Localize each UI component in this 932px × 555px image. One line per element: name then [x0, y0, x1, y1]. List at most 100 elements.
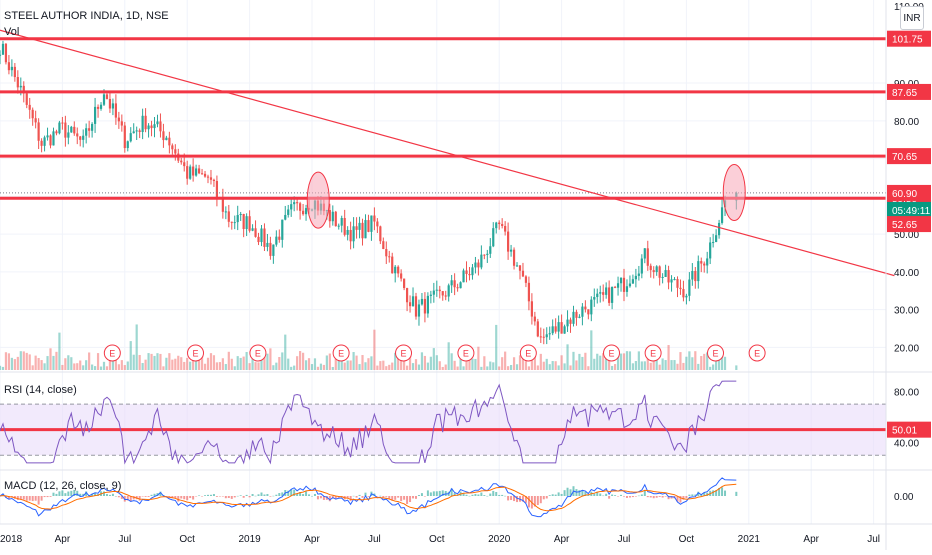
- volume-bar: [328, 353, 331, 370]
- candle-body: [96, 106, 100, 109]
- earnings-marker: [519, 344, 537, 362]
- macd-hist-bar: [551, 494, 554, 496]
- volume-bar: [135, 324, 138, 370]
- volume-bar: [688, 351, 691, 370]
- candle-body: [611, 286, 614, 303]
- volume-bar: [281, 352, 284, 370]
- volume-bar: [566, 344, 569, 370]
- macd-hist-bar: [474, 493, 477, 496]
- volume-bar: [52, 355, 55, 370]
- volume-bar: [325, 355, 328, 370]
- candle-body: [459, 282, 462, 289]
- volume-bars: [0, 324, 738, 370]
- volume-bar: [266, 353, 269, 370]
- candle-body: [643, 248, 646, 259]
- volume-bar: [278, 357, 281, 370]
- volume-bar: [397, 355, 400, 370]
- candle-body: [569, 319, 572, 324]
- volume-bar: [46, 356, 49, 370]
- time-tick-label: Apr: [304, 534, 320, 545]
- candle-body: [477, 262, 480, 268]
- volume-bar: [108, 354, 112, 370]
- volume-bar: [177, 355, 180, 370]
- candle-body: [682, 289, 685, 298]
- macd-hist-bar: [435, 491, 438, 496]
- volume-bar: [572, 351, 575, 370]
- volume-bar: [117, 364, 120, 370]
- earnings-marker-label: E: [754, 349, 760, 359]
- candle-body: [489, 246, 492, 254]
- candle-body: [596, 293, 599, 298]
- macd-hist-bar: [287, 490, 290, 496]
- candle-body: [230, 221, 233, 223]
- macd-hist-bar: [539, 496, 542, 504]
- volume-bar: [584, 352, 587, 370]
- volume-bar: [495, 324, 498, 370]
- volume-bar: [394, 352, 397, 370]
- macd-title: MACD (12, 26, close, 9): [4, 480, 122, 492]
- candle-body: [91, 123, 94, 131]
- candle-body: [153, 124, 156, 129]
- time-tick-label: Jul: [118, 534, 131, 545]
- price-candles: [0, 40, 738, 345]
- volume-bar: [720, 352, 724, 370]
- macd-hist-bar: [548, 495, 551, 496]
- macd-hist-bar: [593, 493, 596, 496]
- earnings-marker-label: E: [338, 349, 344, 359]
- candle-body: [411, 296, 415, 307]
- candle-body: [480, 254, 483, 268]
- macd-hist-bar: [712, 490, 715, 496]
- highlight-ellipse: [306, 171, 330, 229]
- candle-body: [102, 94, 106, 105]
- trendline-group: [0, 29, 895, 277]
- volume-bar: [290, 366, 293, 370]
- volume-bar: [590, 330, 593, 370]
- volume-bar: [471, 358, 474, 370]
- volume-bar: [634, 361, 637, 370]
- macd-hist-bar: [296, 493, 299, 496]
- earnings-marker: [457, 344, 475, 362]
- candle-body: [73, 126, 76, 134]
- macd-hist-bar: [533, 496, 536, 507]
- macd-hist-bar: [400, 496, 403, 502]
- macd-hist-bar: [682, 496, 685, 500]
- candle-body: [551, 326, 554, 334]
- volume-bar: [296, 356, 299, 370]
- macd-hist-bar: [141, 496, 144, 497]
- macd-hist-bar: [527, 496, 530, 508]
- macd-hist-bar: [58, 491, 61, 496]
- level-label: 70.65: [892, 152, 917, 163]
- candle-body: [563, 326, 566, 334]
- earnings-marker: [707, 344, 725, 362]
- candle-body: [471, 267, 474, 276]
- macd-hist-bar: [385, 496, 388, 497]
- volume-bar: [132, 354, 135, 370]
- volume-bar: [88, 352, 91, 370]
- volume-bar: [355, 355, 358, 370]
- macd-hist-bar: [322, 496, 325, 500]
- macd-hist-bar: [28, 496, 31, 501]
- volume-bar: [411, 363, 415, 370]
- candle-body: [111, 103, 115, 109]
- macd-hist-bar: [498, 494, 501, 496]
- candle-body: [715, 235, 718, 243]
- volume-bar: [498, 366, 501, 370]
- price-axis-labels: 101.7587.6570.6559.5050.0160.9005:49:115…: [887, 30, 931, 438]
- macd-hist-bar: [462, 493, 465, 496]
- candle-body: [260, 228, 263, 243]
- candle-body: [7, 62, 11, 71]
- candle-body: [385, 249, 388, 257]
- volume-bar: [551, 361, 554, 370]
- candle-body: [79, 136, 82, 140]
- volume-bar: [91, 364, 94, 370]
- candle-body: [162, 131, 165, 141]
- currency-button[interactable]: INR: [900, 6, 924, 30]
- level-label: 87.65: [892, 88, 917, 99]
- volume-bar: [512, 357, 516, 370]
- candle-body: [533, 316, 536, 322]
- candle-body: [355, 226, 358, 230]
- candle-body: [509, 249, 513, 252]
- candle-body: [141, 115, 144, 133]
